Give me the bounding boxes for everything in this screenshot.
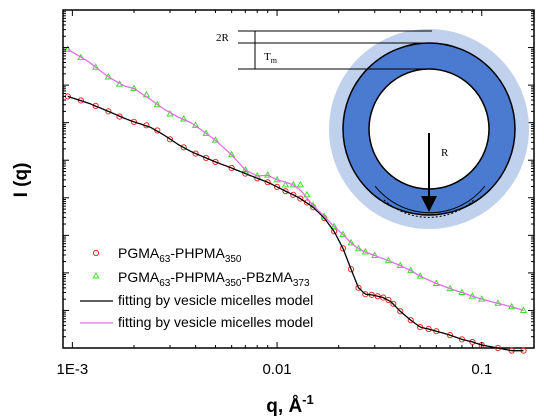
data-point (390, 300, 397, 307)
x-axis-title-exponent: -1 (302, 392, 314, 407)
data-point (105, 108, 112, 115)
data-point (385, 296, 392, 304)
data-point (281, 180, 290, 188)
data-point (397, 308, 404, 315)
data-point (212, 158, 219, 166)
x-axis-title-angstrom: Å (288, 396, 302, 417)
data-point (64, 45, 72, 52)
vesicle-dotted-arc (383, 199, 475, 218)
data-point (273, 183, 281, 190)
data-point (355, 284, 362, 291)
legend: PGMA63-PHPMA350 PGMA63-PHPMA350-PBzMA373 f… (80, 245, 313, 330)
series-line-3 (67, 95, 524, 352)
data-point (407, 317, 414, 324)
vesicle-inset-diagram: 2R Tm R (216, 29, 529, 229)
data-point (153, 100, 161, 108)
data-point (339, 245, 347, 252)
data-point (290, 191, 297, 198)
data-point (303, 199, 311, 206)
data-point (433, 328, 440, 335)
data-point (446, 332, 454, 339)
data-point (192, 150, 199, 157)
data-point (241, 165, 250, 173)
data-point (282, 188, 289, 195)
data-point (242, 170, 249, 177)
data-point (469, 338, 476, 346)
fit-line (67, 48, 524, 312)
data-point (228, 164, 235, 172)
data-point (202, 154, 210, 162)
legend-circle-swatch (92, 249, 100, 257)
label-r: R (441, 147, 449, 159)
radius-arrow-head (421, 196, 437, 212)
x-axis-title-main: q, (266, 396, 288, 417)
y-axis-title: I (q) (11, 163, 32, 198)
x-tick-label: 0.01 (262, 361, 291, 378)
data-point (77, 53, 85, 61)
x-tick-label: 0.1 (471, 361, 492, 378)
x-tick-label: 1E-3 (57, 361, 89, 378)
data-point (264, 179, 271, 186)
legend-triangle-swatch (92, 271, 100, 279)
legend-label: PGMA63-PHPMA350 (118, 245, 242, 265)
vesicle-arc-line (374, 185, 486, 214)
fit-line (67, 95, 524, 352)
data-point (296, 180, 305, 188)
data-point (347, 266, 355, 273)
label-tm: Tm (264, 51, 278, 65)
data-point (166, 136, 174, 143)
x-axis-title: q, Å-1 (266, 392, 313, 417)
data-point (180, 144, 187, 151)
label-2r: 2R (216, 32, 230, 44)
legend-label: PGMA63-PHPMA350-PBzMA373 (118, 269, 310, 289)
plot-frame (62, 9, 535, 349)
legend-label: fitting by vesicle micelles model (118, 314, 313, 330)
data-point (130, 118, 138, 125)
series-line-4 (67, 48, 524, 312)
data-point (92, 102, 99, 109)
data-point (303, 190, 311, 198)
legend-label: fitting by vesicle micelles model (118, 292, 313, 308)
data-point (297, 195, 304, 202)
